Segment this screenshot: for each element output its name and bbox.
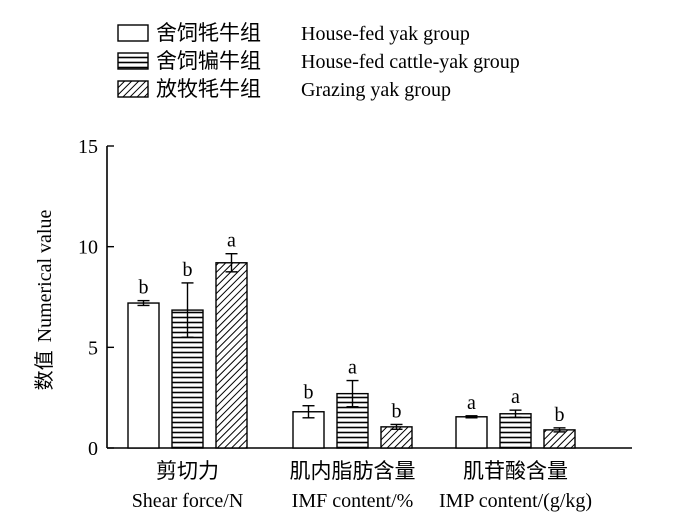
significance-label-s1-c1: b xyxy=(139,277,149,299)
significance-label-s3-c1: a xyxy=(227,230,236,252)
y-axis-title-en: Numerical value xyxy=(34,210,56,343)
significance-label-s2-c1: b xyxy=(183,259,193,281)
category-label-en-1: Shear force/N xyxy=(132,490,244,512)
legend-label-cn-3: 放牧牦牛组 xyxy=(156,77,261,101)
bar-s1-c1 xyxy=(127,302,160,449)
significance-label-s2-c3: a xyxy=(511,386,520,408)
bar-s1-c3 xyxy=(455,416,488,449)
y-axis-label: 数值 Numerical value xyxy=(33,210,56,391)
significance-label-s3-c2: b xyxy=(392,400,402,422)
y-axis-title: 数值 Numerical value xyxy=(33,210,56,391)
significance-label-s1-c2: b xyxy=(304,382,314,404)
legend: 舍饲牦牛组 House-fed yak group 舍饲犏牛组 House-fed c… xyxy=(117,21,520,101)
category-label-cn-2: 肌内脂肪含量 xyxy=(290,459,416,483)
y-tick-label-10: 10 xyxy=(78,237,98,259)
legend-label-en-3: Grazing yak group xyxy=(301,79,451,101)
legend-label-cn-1: 舍饲牦牛组 xyxy=(156,21,261,45)
category-label-cn-1: 剪切力 xyxy=(156,459,219,483)
legend-label-en-2: House-fed cattle-yak group xyxy=(301,51,520,73)
bar-s3-c3 xyxy=(543,429,576,449)
category-label-en-3: IMP content/(g/kg) xyxy=(439,490,592,512)
y-tick-label-0: 0 xyxy=(88,438,98,460)
legend-swatch-2 xyxy=(117,52,149,70)
category-label-cn-3: 肌苷酸含量 xyxy=(463,459,568,483)
bar-s2-c2 xyxy=(336,392,369,449)
y-axis-title-cn: 数值 xyxy=(33,350,56,390)
significance-label-s2-c2: a xyxy=(348,357,357,379)
legend-label-en-1: House-fed yak group xyxy=(301,23,470,45)
y-tick-label-5: 5 xyxy=(88,337,98,359)
significance-label-s1-c3: a xyxy=(467,392,476,414)
bar-s3-c1 xyxy=(215,262,248,449)
category-label-en-2: IMF content/% xyxy=(292,490,414,512)
bar-s3-c2 xyxy=(380,426,413,449)
bars: b b a b a b a a b xyxy=(127,230,576,449)
y-tick-label-15: 15 xyxy=(78,136,98,158)
legend-swatch-3 xyxy=(117,80,149,98)
significance-label-s3-c3: b xyxy=(555,404,565,426)
legend-swatch-1 xyxy=(117,24,149,42)
x-category-labels: 剪切力 Shear force/N 肌内脂肪含量 IMF content/% 肌苷酸含量… xyxy=(132,459,592,512)
bar-s2-c1 xyxy=(171,309,204,449)
bar-s2-c3 xyxy=(499,413,532,449)
legend-label-cn-2: 舍饲犏牛组 xyxy=(156,49,261,73)
